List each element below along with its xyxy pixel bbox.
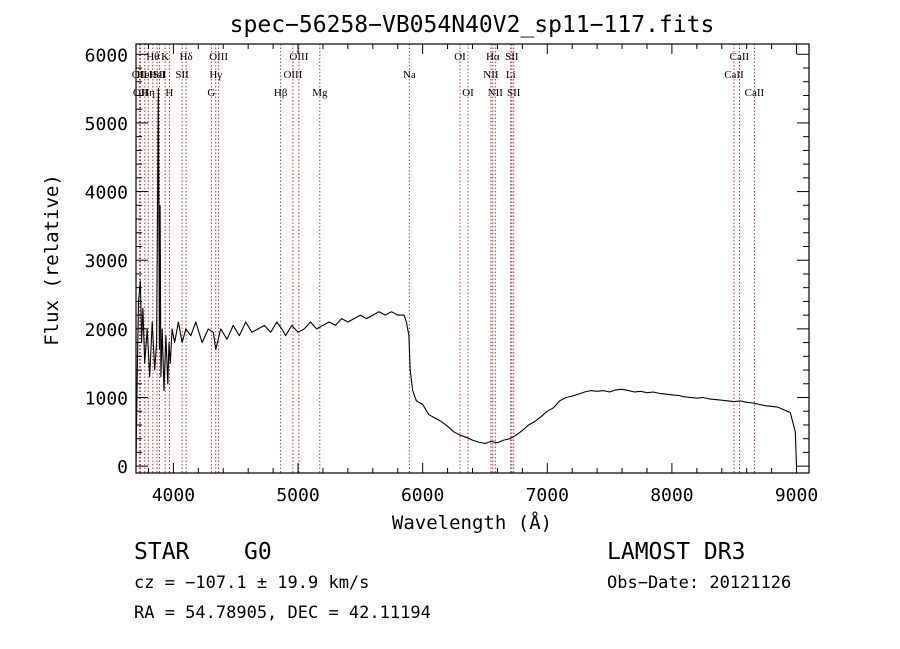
x-axis-label: Wavelength (Å) bbox=[392, 511, 552, 534]
plot-frame bbox=[135, 43, 810, 474]
chart-title: spec−56258−VB054N40V2_sp11−117.fits bbox=[230, 12, 715, 38]
y-tick-label: 1000 bbox=[85, 388, 128, 409]
spectral-line-label: NII bbox=[488, 87, 504, 99]
spectral-line-label: SII bbox=[507, 87, 521, 99]
y-axis-label: Flux (relative) bbox=[41, 174, 63, 346]
spectral-line-label: SII bbox=[175, 69, 189, 81]
x-tick-label: 9000 bbox=[775, 485, 818, 506]
spectral-line-label: Hδ bbox=[180, 51, 193, 63]
spectral-line-label: SII bbox=[153, 69, 167, 81]
spectral-line-label: K bbox=[161, 51, 169, 63]
x-axis-ticks: 4000 5000 6000 7000 8000 9000 bbox=[147, 44, 818, 506]
y-tick-label: 3000 bbox=[85, 251, 128, 272]
spectral-line-label: Na bbox=[403, 69, 416, 81]
x-tick-label: 7000 bbox=[526, 485, 569, 506]
spectral-line-label: NII bbox=[483, 69, 499, 81]
spectral-line-label: OI bbox=[462, 87, 474, 99]
spectral-line-label: OII bbox=[133, 87, 149, 99]
spectral-line-label: Hγ bbox=[209, 69, 222, 81]
observation-date: Obs−Date: 20121126 bbox=[607, 573, 792, 593]
spectral-line-label: CaII bbox=[724, 69, 744, 81]
object-class: STAR bbox=[134, 539, 190, 565]
survey-name: LAMOST DR3 bbox=[607, 539, 746, 565]
spectral-line-label: OIII bbox=[289, 51, 308, 63]
y-tick-label: 2000 bbox=[85, 320, 128, 341]
spectral-line-label: Hα bbox=[486, 51, 500, 63]
spectral-line-label: Hθ bbox=[146, 51, 159, 63]
spectral-line-label: OIII bbox=[209, 51, 228, 63]
x-tick-label: 5000 bbox=[276, 485, 319, 506]
spectral-line-label: G bbox=[207, 87, 215, 99]
line-labels: OIIOIIHeIHηHθHeISIIKHHδSIIGHγOIIIHβOIIIO… bbox=[132, 51, 765, 99]
spectrum-series bbox=[135, 88, 798, 467]
line-markers bbox=[138, 44, 755, 473]
redshift-velocity: cz = −107.1 ± 19.9 km/s bbox=[134, 573, 370, 593]
spectral-line-label: HeI bbox=[149, 69, 166, 81]
spectral-line-label: OIII bbox=[283, 69, 302, 81]
spectral-line-label: CaII bbox=[745, 87, 765, 99]
y-axis-ticks: 0 1000 2000 3000 4000 5000 6000 bbox=[85, 45, 809, 478]
spectral-line-label: Li bbox=[506, 69, 516, 81]
y-tick-label: 5000 bbox=[85, 114, 128, 135]
object-subclass: G0 bbox=[244, 539, 272, 565]
coordinates: RA = 54.78905, DEC = 42.11194 bbox=[134, 603, 431, 623]
spectral-line-label: Hη bbox=[141, 87, 155, 99]
y-tick-label: 0 bbox=[117, 457, 128, 478]
spectral-line-label: Hβ bbox=[274, 87, 288, 99]
spectral-line-label: H bbox=[165, 87, 173, 99]
x-tick-label: 4000 bbox=[152, 485, 195, 506]
spectral-line-label: OI bbox=[454, 51, 466, 63]
x-tick-label: 8000 bbox=[650, 485, 693, 506]
y-tick-label: 4000 bbox=[85, 183, 128, 204]
spectral-line-label: HeI bbox=[137, 69, 154, 81]
spectral-line-label: SII bbox=[505, 51, 519, 63]
spectral-line-label: Mg bbox=[312, 87, 328, 99]
y-tick-label: 6000 bbox=[85, 45, 128, 66]
x-tick-label: 6000 bbox=[401, 485, 444, 506]
spectral-line-label: CaII bbox=[730, 51, 750, 63]
